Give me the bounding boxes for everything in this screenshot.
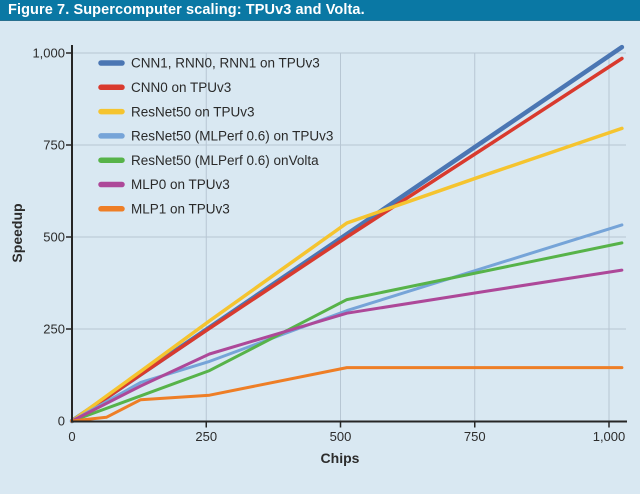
x-tick-label-0: 0 xyxy=(68,429,75,444)
y-tick-label-750: 750 xyxy=(43,138,65,153)
series-line-resnet50-mlperf-0-6-onvolta xyxy=(70,241,624,423)
legend-label-resnet50-mlperf-0-6-on-tpuv3: ResNet50 (MLPerf 0.6) on TPUv3 xyxy=(131,129,333,144)
series-line-resnet50-on-tpuv3 xyxy=(70,126,624,423)
x-tick-label-750: 750 xyxy=(464,429,486,444)
series-line-cnn0-on-tpuv3 xyxy=(70,56,624,423)
y-tick-label-1000: 1,000 xyxy=(32,46,65,61)
legend-label-cnn1-rnn0-rnn1-on-tpuv3: CNN1, RNN0, RNN1 on TPUv3 xyxy=(131,56,320,71)
series-line-mlp1-on-tpuv3 xyxy=(70,366,624,423)
x-tick-label-250: 250 xyxy=(195,429,217,444)
legend-label-cnn0-on-tpuv3: CNN0 on TPUv3 xyxy=(131,80,231,95)
x-tick-label-1000: 1,000 xyxy=(593,429,626,444)
legend-label-mlp1-on-tpuv3: MLP1 on TPUv3 xyxy=(131,202,230,217)
legend-label-mlp0-on-tpuv3: MLP0 on TPUv3 xyxy=(131,177,230,192)
y-axis-title: Speedup xyxy=(9,203,25,262)
x-axis-title: Chips xyxy=(321,450,360,466)
legend-label-resnet50-mlperf-0-6-onvolta: ResNet50 (MLPerf 0.6) onVolta xyxy=(131,153,319,168)
chart-area: 0 250 500 750 1,000 0 250 500 750 1,000 Chips Speed… xyxy=(0,21,640,489)
y-tick-label-500: 500 xyxy=(43,230,65,245)
y-tick-label-250: 250 xyxy=(43,322,65,337)
y-tick-label-0: 0 xyxy=(58,414,65,429)
series-line-mlp0-on-tpuv3 xyxy=(70,268,624,423)
figure-caption: Figure 7. Supercomputer scaling: TPUv3 a… xyxy=(8,2,365,18)
scaling-line-chart: 0 250 500 750 1,000 0 250 500 750 1,000 Chips Speed… xyxy=(9,44,627,466)
x-tick-label-500: 500 xyxy=(330,429,352,444)
figure-caption-bar: Figure 7. Supercomputer scaling: TPUv3 a… xyxy=(0,0,640,21)
legend-label-resnet50-on-tpuv3: ResNet50 on TPUv3 xyxy=(131,104,255,119)
